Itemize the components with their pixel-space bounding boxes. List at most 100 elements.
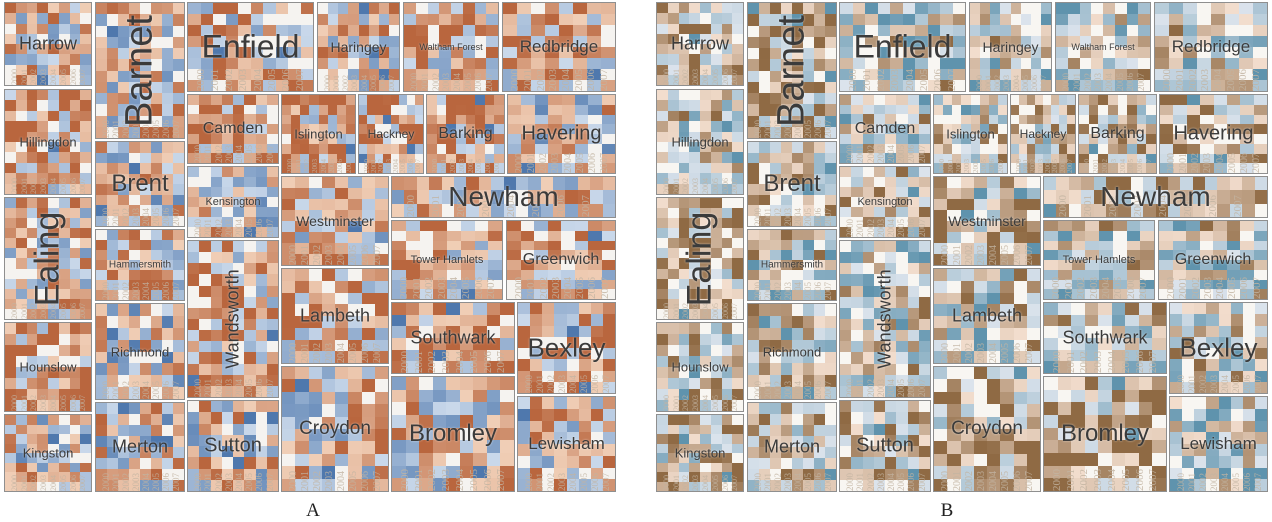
heat-cell xyxy=(405,349,420,362)
heat-cell xyxy=(902,69,915,80)
heat-cell xyxy=(1211,3,1225,14)
heat-cell xyxy=(770,3,781,15)
heat-cell xyxy=(545,25,559,36)
heat-cell xyxy=(1010,47,1021,58)
heat-cell xyxy=(1067,25,1080,36)
heat-cell xyxy=(473,314,487,327)
heat-cell xyxy=(907,412,919,424)
heat-cell xyxy=(710,183,722,194)
heat-cell xyxy=(1254,190,1267,204)
heat-cell xyxy=(173,403,184,414)
heat-cell xyxy=(973,327,987,340)
heat-cell xyxy=(118,173,129,184)
heat-cell xyxy=(792,327,803,340)
heat-cell xyxy=(667,298,679,309)
heat-cell xyxy=(1103,25,1115,36)
heat-cell xyxy=(667,74,679,85)
heat-cell xyxy=(233,446,245,458)
heat-cell xyxy=(657,198,668,209)
heat-cell xyxy=(1182,348,1195,360)
heat-cell xyxy=(327,95,337,105)
heat-cell xyxy=(266,95,278,105)
heat-cell xyxy=(885,114,897,125)
heat-cell xyxy=(781,290,792,300)
heat-cell xyxy=(188,104,200,115)
heat-cell xyxy=(721,74,733,85)
heat-cell xyxy=(255,363,267,375)
heat-cell xyxy=(415,95,423,105)
heat-cell xyxy=(404,58,416,69)
heat-cell xyxy=(1011,114,1019,125)
heat-cell xyxy=(151,425,162,436)
heat-cell xyxy=(288,80,301,91)
heat-cell xyxy=(462,80,475,91)
heat-cell xyxy=(667,208,679,219)
heat-cell xyxy=(559,47,573,58)
heat-cell xyxy=(1071,326,1085,338)
heat-cell xyxy=(1254,325,1267,337)
heat-cell xyxy=(466,190,479,204)
heat-cell xyxy=(973,428,987,442)
heat-cell xyxy=(361,316,375,328)
heat-cell xyxy=(225,58,238,69)
heat-cell xyxy=(825,351,836,364)
heat-cell xyxy=(987,316,1001,328)
heat-cell xyxy=(233,434,245,446)
heat-cell xyxy=(1253,14,1267,25)
heat-cell xyxy=(1211,14,1225,25)
heat-cell xyxy=(441,177,454,191)
heat-cell xyxy=(37,33,48,44)
heat-cell xyxy=(392,326,406,338)
heat-cell xyxy=(48,268,59,279)
heat-cell xyxy=(970,143,980,154)
heat-cell xyxy=(987,453,1001,467)
heat-cell xyxy=(210,252,222,264)
heat-cell xyxy=(233,412,245,424)
heat-cell xyxy=(1071,402,1085,415)
heat-cell xyxy=(689,389,700,400)
heat-cell xyxy=(328,58,339,69)
heat-cell xyxy=(578,432,591,444)
heat-cell xyxy=(266,412,278,424)
heat-cell xyxy=(188,401,200,413)
heat-cell xyxy=(1170,325,1183,337)
heat-cell xyxy=(934,124,944,134)
heat-cell xyxy=(689,198,700,209)
heat-cell xyxy=(770,104,781,116)
heat-cell xyxy=(107,152,118,163)
heat-cell xyxy=(96,304,107,316)
heat-cell xyxy=(15,472,27,482)
heat-cell xyxy=(947,292,961,305)
heat-cell xyxy=(1030,58,1041,69)
heat-cell xyxy=(1057,326,1072,338)
heat-cell xyxy=(803,163,814,174)
heat-cell xyxy=(1084,465,1099,479)
heat-cell xyxy=(439,58,451,69)
heat-cell xyxy=(1138,453,1153,466)
heat-cell xyxy=(151,280,162,290)
heat-cell xyxy=(601,279,615,290)
heat-cell xyxy=(58,308,70,319)
heat-cell xyxy=(1206,314,1219,326)
heat-cell xyxy=(840,479,852,491)
heat-cell xyxy=(162,152,173,163)
heat-cell xyxy=(162,447,173,458)
heat-cell xyxy=(348,3,359,14)
heat-cell xyxy=(26,44,38,55)
heat-cell xyxy=(374,292,388,305)
heat-cell xyxy=(436,153,447,164)
heat-cell xyxy=(1126,25,1139,36)
heat-cell xyxy=(151,36,162,48)
heat-cell xyxy=(210,207,222,217)
heat-cell xyxy=(1200,114,1214,125)
heat-cell xyxy=(1026,188,1040,199)
heat-cell xyxy=(1146,95,1156,105)
heat-cell xyxy=(980,58,991,69)
heat-cell xyxy=(129,142,140,153)
heat-cell xyxy=(374,404,388,417)
heat-cell xyxy=(69,345,81,356)
heat-cell xyxy=(973,199,987,210)
heat-cell xyxy=(5,378,16,389)
heat-cell xyxy=(173,152,184,163)
heat-cell xyxy=(1081,203,1094,217)
